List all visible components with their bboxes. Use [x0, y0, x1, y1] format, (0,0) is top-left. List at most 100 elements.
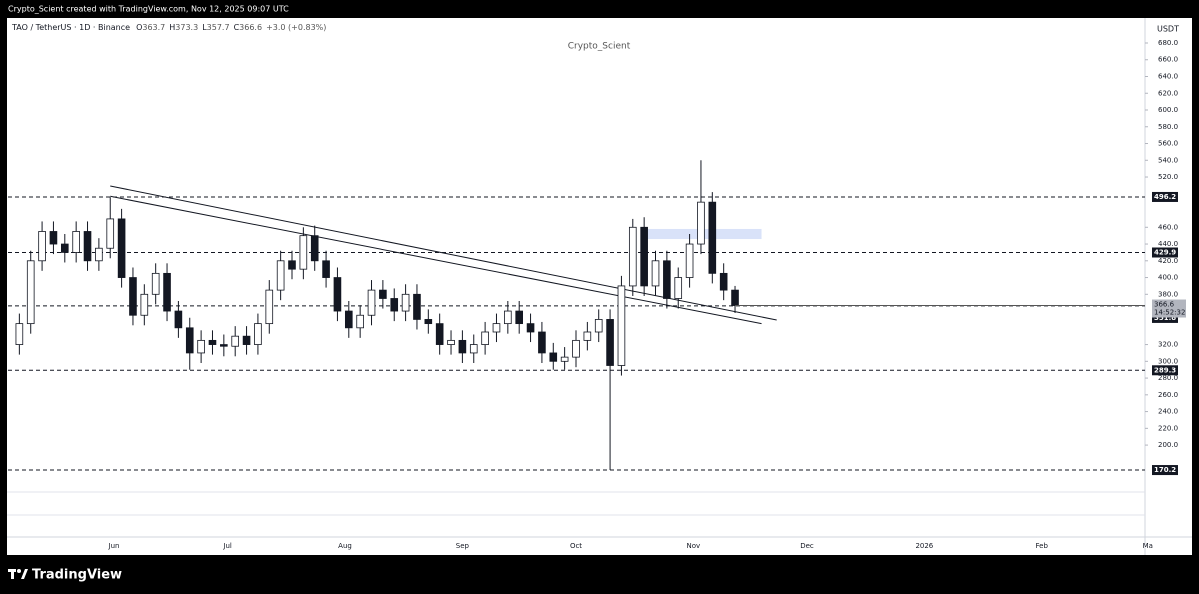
logo-mark: [17, 569, 21, 573]
level-label: 496.2: [1154, 193, 1176, 201]
symbol: TAO / TetherUS · 1D · Binance: [11, 23, 130, 32]
ohlc-key: C: [234, 23, 240, 32]
candle-body: [185, 327, 194, 354]
candle-body: [49, 231, 58, 245]
candle-body: [95, 247, 103, 262]
level-label: 429.9: [1154, 249, 1176, 257]
candle-body: [424, 319, 433, 325]
candle-body: [344, 310, 353, 329]
change: +3.0 (+0.83%): [266, 23, 326, 32]
level-label-box: [1152, 365, 1178, 376]
level-label: 170.2: [1154, 466, 1176, 474]
ohlc-key: H: [169, 23, 175, 32]
candle-body: [72, 231, 80, 253]
x-tick-label: Dec: [800, 542, 814, 550]
level-label-box: [1152, 247, 1178, 258]
candle-body: [651, 260, 660, 287]
y-tick-label: 540.0: [1158, 156, 1178, 164]
ohlc-value: 357.7: [207, 23, 230, 32]
x-tick-label: Jul: [222, 542, 232, 550]
candle-body: [481, 331, 489, 345]
candle-body: [435, 323, 444, 345]
candle-body: [288, 260, 296, 270]
candle-body: [538, 331, 546, 354]
candle-body: [15, 323, 24, 345]
candle-body: [731, 289, 739, 306]
candle-body: [515, 310, 524, 325]
candle-body: [401, 293, 410, 312]
last-price: 366.6: [1154, 301, 1175, 309]
candle-body: [117, 218, 126, 278]
candle-body: [447, 339, 455, 345]
candle-body: [560, 356, 569, 362]
candle-body: [379, 289, 387, 299]
y-tick-label: 400.0: [1158, 274, 1178, 282]
candle-body: [60, 243, 69, 253]
candle-body: [685, 243, 694, 278]
last-price-box: [1152, 299, 1186, 318]
candle-body: [719, 272, 728, 291]
candle-body: [526, 323, 535, 333]
ohlc-value: 373.3: [175, 23, 198, 32]
y-tick-label: 260.0: [1158, 391, 1178, 399]
candle-body: [594, 319, 603, 333]
ohlc-value: 366.6: [239, 23, 262, 32]
candle-body: [549, 352, 558, 362]
axis-marker-box: [1152, 312, 1178, 323]
candle-body: [458, 339, 467, 354]
logo: TradingView: [8, 568, 122, 583]
candle-body: [674, 277, 683, 299]
x-tick-label: Feb: [1036, 542, 1049, 550]
y-tick-label: 660.0: [1158, 56, 1178, 64]
candle-body: [276, 260, 285, 291]
y-tick-label: 600.0: [1158, 106, 1178, 114]
candle-body: [254, 323, 262, 345]
candle-body: [151, 272, 160, 295]
logo-mark: [21, 569, 28, 579]
candle-body: [469, 344, 478, 354]
candle-body: [708, 201, 717, 274]
candle-body: [299, 235, 308, 270]
y-tick-label: 420.0: [1158, 257, 1178, 265]
candle-body: [697, 201, 705, 245]
candle-body: [492, 323, 501, 333]
candle-body: [617, 285, 626, 366]
brand: TradingView: [32, 568, 122, 583]
candle-body: [640, 226, 648, 287]
candle-body: [606, 319, 614, 366]
axis-marker: 351.8: [1154, 314, 1176, 322]
y-tick-label: 620.0: [1158, 89, 1178, 97]
candle-body: [390, 298, 399, 312]
y-tick-label: 280.0: [1158, 374, 1178, 382]
candle-body: [174, 310, 183, 329]
candle-body: [333, 277, 342, 312]
x-tick-label: Jun: [108, 542, 120, 550]
candle-body: [140, 293, 149, 316]
candle-body: [310, 235, 319, 262]
x-tick-label: Nov: [687, 542, 701, 550]
ohlc-key: O: [136, 23, 142, 32]
caption: Crypto_Scient created with TradingView.c…: [8, 5, 289, 14]
logo-mark: [11, 569, 14, 579]
countdown: 14:52:32: [1154, 309, 1185, 317]
candle-body: [220, 344, 228, 347]
watermark: Crypto_Scient: [568, 42, 631, 52]
candle-body: [356, 314, 364, 329]
y-tick-label: 200.0: [1158, 441, 1178, 449]
candle-body: [163, 272, 171, 312]
y-tick-label: 220.0: [1158, 424, 1178, 432]
y-tick-label: 640.0: [1158, 73, 1178, 81]
candle-body: [663, 260, 671, 299]
candle-body: [504, 310, 512, 325]
candle-body: [83, 231, 92, 262]
level-label-box: [1152, 191, 1178, 202]
ohlc-value: 363.7: [142, 23, 165, 32]
y-tick-label: 680.0: [1158, 39, 1178, 47]
candle-body: [628, 226, 637, 287]
level-label: 289.3: [1154, 366, 1176, 374]
candle-body: [231, 335, 240, 347]
y-tick-label: 560.0: [1158, 140, 1178, 148]
candle-body: [26, 260, 35, 325]
